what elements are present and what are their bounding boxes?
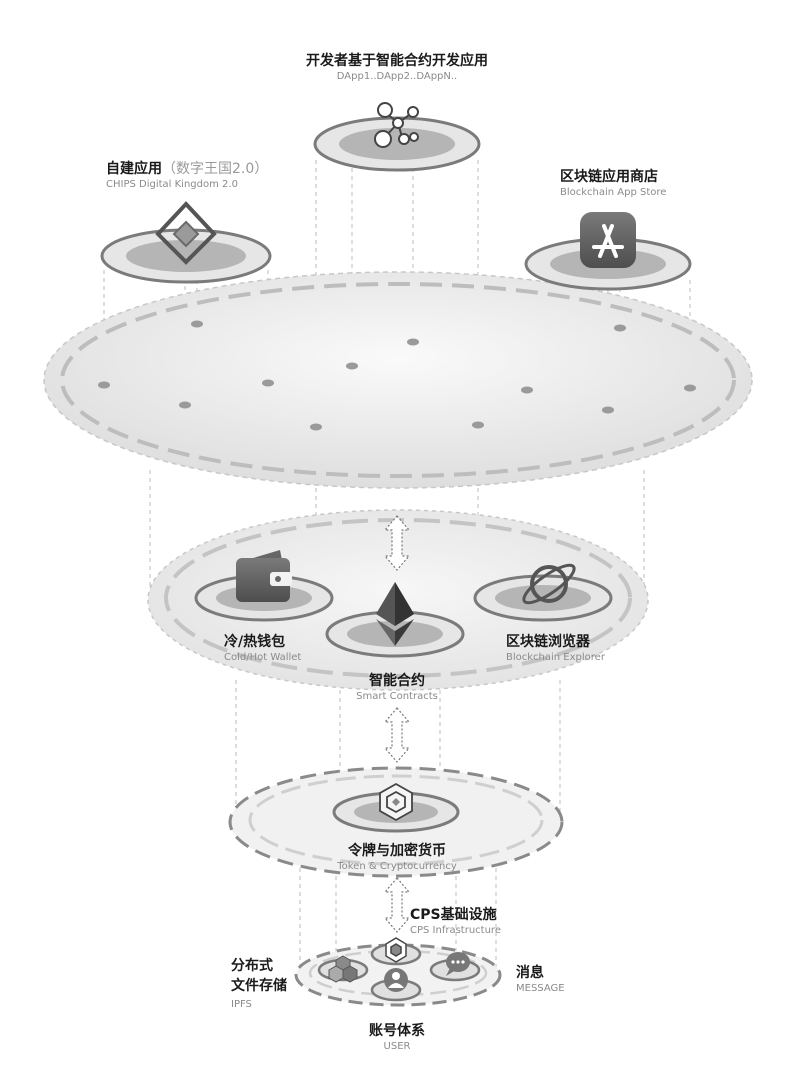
ipfs-subtitle: IPFS <box>231 999 252 1010</box>
double-arrow-icon <box>383 707 411 763</box>
token-label: 令牌与加密货币 Token & Cryptocurrency <box>337 840 457 872</box>
smart-contracts-subtitle: Smart Contracts <box>356 691 438 702</box>
wallet-title: 冷/热钱包 <box>224 634 286 650</box>
message-label: 消息 MESSAGE <box>516 962 565 994</box>
infra-subtitle: CPS Infrastructure <box>410 925 501 936</box>
ipfs-title-line1: 分布式 <box>231 958 273 974</box>
application-layer-plane <box>43 271 753 489</box>
ethereum-icon <box>376 582 414 646</box>
double-arrow-icon <box>383 877 411 933</box>
ipfs-label: 分布式 文件存储 IPFS <box>231 955 287 1010</box>
ipfs-title-line2: 文件存储 <box>231 978 287 994</box>
top-app-title: 开发者基于智能合约开发应用 <box>306 53 488 69</box>
user-icon <box>384 968 408 992</box>
message-bubble-icon <box>446 952 470 976</box>
app-store-subtitle: Blockchain App Store <box>560 187 667 198</box>
layer-arrows <box>383 515 411 933</box>
infrastructure-plane <box>294 937 502 1007</box>
double-arrow-icon <box>383 515 411 571</box>
self-app-disc <box>100 201 272 284</box>
wallet-icon <box>236 550 292 602</box>
user-label: 账号体系 USER <box>369 1020 425 1052</box>
token-cube-icon <box>379 782 413 822</box>
explorer-disc <box>473 563 613 622</box>
self-app-label: 自建应用（数字王国2.0） CHIPS Digital Kingdom 2.0 <box>106 158 268 190</box>
message-title: 消息 <box>516 965 544 981</box>
explorer-subtitle: Blockchain Explorer <box>506 652 605 663</box>
self-app-title-note: （数字王国2.0） <box>162 161 269 177</box>
self-app-title: 自建应用 <box>106 161 162 177</box>
user-subtitle: USER <box>383 1041 411 1052</box>
diamond-logo-icon <box>155 201 217 265</box>
dapp-disc <box>313 102 481 172</box>
top-app-subtitle: DApp1..DApp2..DAppN.. <box>336 71 458 82</box>
ipfs-icon <box>328 955 358 983</box>
cps-hex-icon <box>385 937 407 963</box>
token-subtitle: Token & Cryptocurrency <box>337 861 457 872</box>
message-subtitle: MESSAGE <box>516 983 565 994</box>
wallet-subtitle: Cold/Hot Wallet <box>224 652 302 663</box>
browser-globe-icon <box>522 563 576 605</box>
smart-contract-disc <box>325 582 465 658</box>
token-title: 令牌与加密货币 <box>347 843 446 859</box>
app-store-label: 区块链应用商店 Blockchain App Store <box>560 166 666 198</box>
infra-label: CPS基础设施 CPS Infrastructure <box>410 904 501 936</box>
top-app-label: 开发者基于智能合约开发应用 DApp1..DApp2..DAppN.. <box>306 50 488 82</box>
app-store-title: 区块链应用商店 <box>560 169 658 185</box>
wallet-label: 冷/热钱包 Cold/Hot Wallet <box>224 631 301 663</box>
infra-title: CPS基础设施 <box>410 907 497 923</box>
explorer-title: 区块链浏览器 <box>506 634 590 650</box>
explorer-label: 区块链浏览器 Blockchain Explorer <box>506 631 605 663</box>
network-nodes-icon <box>374 102 419 148</box>
self-app-subtitle: CHIPS Digital Kingdom 2.0 <box>106 179 238 190</box>
smart-contracts-title: 智能合约 <box>369 673 425 689</box>
wallet-disc <box>194 550 334 622</box>
smart-contracts-label: 智能合约 Smart Contracts <box>356 670 438 702</box>
user-title: 账号体系 <box>369 1023 425 1039</box>
token-layer-plane <box>228 766 564 878</box>
app-store-disc <box>524 212 692 291</box>
